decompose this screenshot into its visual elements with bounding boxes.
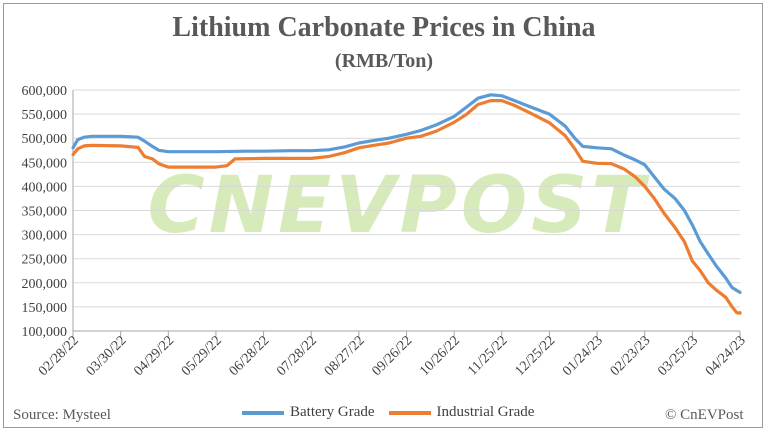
y-tick-label: 500,000 xyxy=(22,132,68,147)
x-tick-label: 04/24/23 xyxy=(703,333,749,379)
y-tick-label: 300,000 xyxy=(22,229,68,244)
watermark-text: CNEVPOST xyxy=(147,161,650,251)
legend-swatch-battery xyxy=(242,410,284,415)
y-tick-label: 550,000 xyxy=(22,108,68,123)
y-tick-label: 350,000 xyxy=(22,205,68,220)
y-tick-label: 100,000 xyxy=(22,325,68,340)
x-tick-label: 04/29/22 xyxy=(131,333,177,379)
x-tick-label: 08/27/22 xyxy=(322,333,368,379)
series-line-battery-grade xyxy=(71,93,742,294)
legend: Battery Grade Industrial Grade xyxy=(242,404,548,421)
y-axis: 100,000 150,000 200,000 250,000 300,000 350,0… xyxy=(22,84,74,340)
legend-swatch-industrial xyxy=(388,410,431,415)
legend-item-battery: Battery Grade xyxy=(242,404,375,421)
chart-title: Lithium Carbonate Prices in China xyxy=(172,12,596,43)
x-tick-label: 10/26/22 xyxy=(417,333,463,379)
x-tick-label: 11/25/22 xyxy=(465,333,510,378)
y-tick-label: 200,000 xyxy=(22,277,68,292)
x-tick-label: 01/24/23 xyxy=(560,333,606,379)
y-tick-label: 250,000 xyxy=(22,253,68,268)
legend-item-industrial: Industrial Grade xyxy=(388,404,535,421)
y-tick-label: 400,000 xyxy=(22,180,68,195)
x-tick-label: 09/26/22 xyxy=(370,333,416,379)
series-line-industrial-grade xyxy=(71,98,742,315)
y-tick-label: 600,000 xyxy=(22,84,68,99)
x-tick-label: 02/23/23 xyxy=(608,333,654,379)
source-note: Source: Mysteel xyxy=(13,407,111,423)
x-tick-label: 03/25/23 xyxy=(655,333,701,379)
x-tick-label: 05/29/22 xyxy=(179,333,225,379)
series-lines xyxy=(71,93,742,315)
y-tick-label: 450,000 xyxy=(22,156,68,171)
x-tick-label: 07/28/22 xyxy=(274,333,320,379)
y-tick-label: 150,000 xyxy=(22,301,68,316)
legend-label-battery: Battery Grade xyxy=(290,404,375,420)
copyright-note: © CnEVPost xyxy=(665,407,744,423)
x-tick-label: 06/28/22 xyxy=(227,333,273,379)
x-tick-label: 03/30/22 xyxy=(84,333,130,379)
x-axis: 02/28/22 03/30/22 04/29/22 05/29/22 06/28/22… xyxy=(36,330,749,379)
legend-label-industrial: Industrial Grade xyxy=(436,404,535,420)
chart-subtitle: (RMB/Ton) xyxy=(334,50,434,72)
x-tick-label: 12/25/22 xyxy=(512,333,558,379)
chart-frame xyxy=(3,3,763,428)
x-tick-label: 02/28/22 xyxy=(36,333,82,379)
